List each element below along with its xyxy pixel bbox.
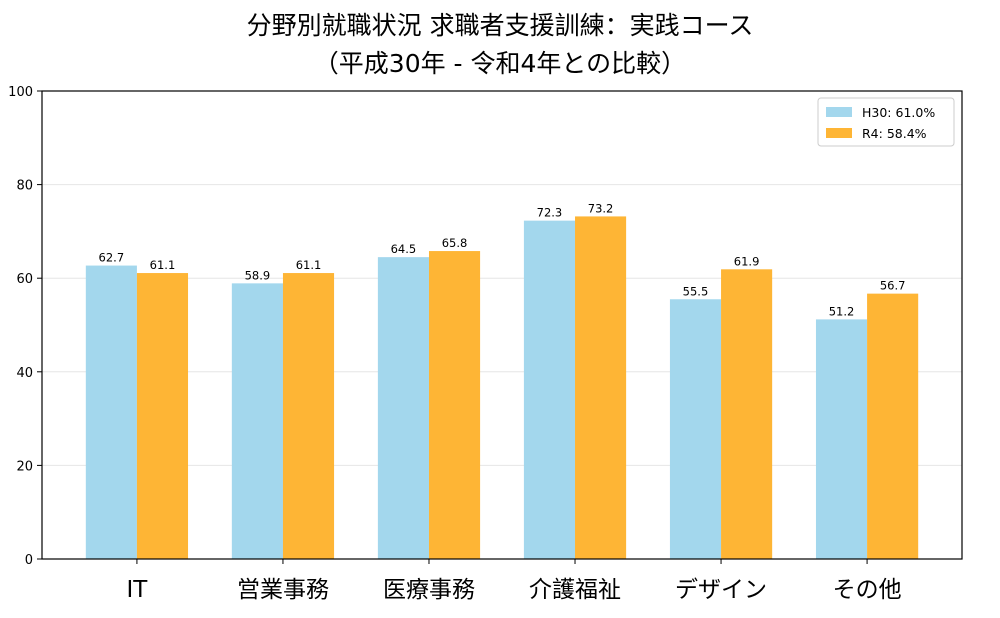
x-tick-label: IT <box>126 577 148 603</box>
y-tick-label: 40 <box>16 366 33 381</box>
bar-r4 <box>282 273 335 559</box>
data-label: 73.2 <box>588 201 614 215</box>
bar-h30 <box>815 319 868 559</box>
bar-h30 <box>231 283 283 559</box>
x-tick-label: 営業事務 <box>237 577 329 603</box>
legend-swatch <box>826 128 852 138</box>
data-label: 56.7 <box>880 279 906 293</box>
y-tick-label: 100 <box>8 85 33 100</box>
legend-label: R4: 58.4% <box>862 126 927 141</box>
bar-h30 <box>377 257 429 559</box>
data-label: 51.2 <box>829 304 855 318</box>
data-label: 61.9 <box>734 254 760 268</box>
chart-subtitle: （平成30年 - 令和4年との比較） <box>313 49 687 78</box>
y-tick-label: 20 <box>16 459 33 474</box>
chart-title: 分野別就職状況 求職者支援訓練：実践コース <box>246 11 754 40</box>
bar-r4 <box>575 216 627 559</box>
data-label: 65.8 <box>442 236 468 250</box>
legend-swatch <box>826 107 852 117</box>
bar-r4 <box>721 269 773 559</box>
data-label: 55.5 <box>683 284 709 298</box>
bar-r4 <box>136 273 189 559</box>
data-label: 61.1 <box>150 258 176 272</box>
data-label: 61.1 <box>296 258 322 272</box>
data-label: 64.5 <box>391 242 417 256</box>
x-tick-label: 医療事務 <box>383 577 475 603</box>
data-label: 58.9 <box>245 268 271 282</box>
plot-frame <box>41 90 963 560</box>
y-tick-label: 80 <box>16 179 33 194</box>
y-tick-label: 60 <box>16 272 33 287</box>
x-tick-label: 介護福祉 <box>529 577 621 603</box>
legend-label: H30: 61.0% <box>862 105 935 120</box>
data-label: 62.7 <box>99 251 125 265</box>
bar-h30 <box>669 299 722 559</box>
bar-r4 <box>428 251 481 559</box>
x-tick-label: デザイン <box>675 577 767 603</box>
bar-h30 <box>85 265 137 559</box>
bar-r4 <box>867 293 919 559</box>
bar-h30 <box>523 220 576 560</box>
x-tick-label: その他 <box>833 577 902 603</box>
data-label: 72.3 <box>537 206 563 220</box>
y-tick-label: 0 <box>25 553 33 568</box>
